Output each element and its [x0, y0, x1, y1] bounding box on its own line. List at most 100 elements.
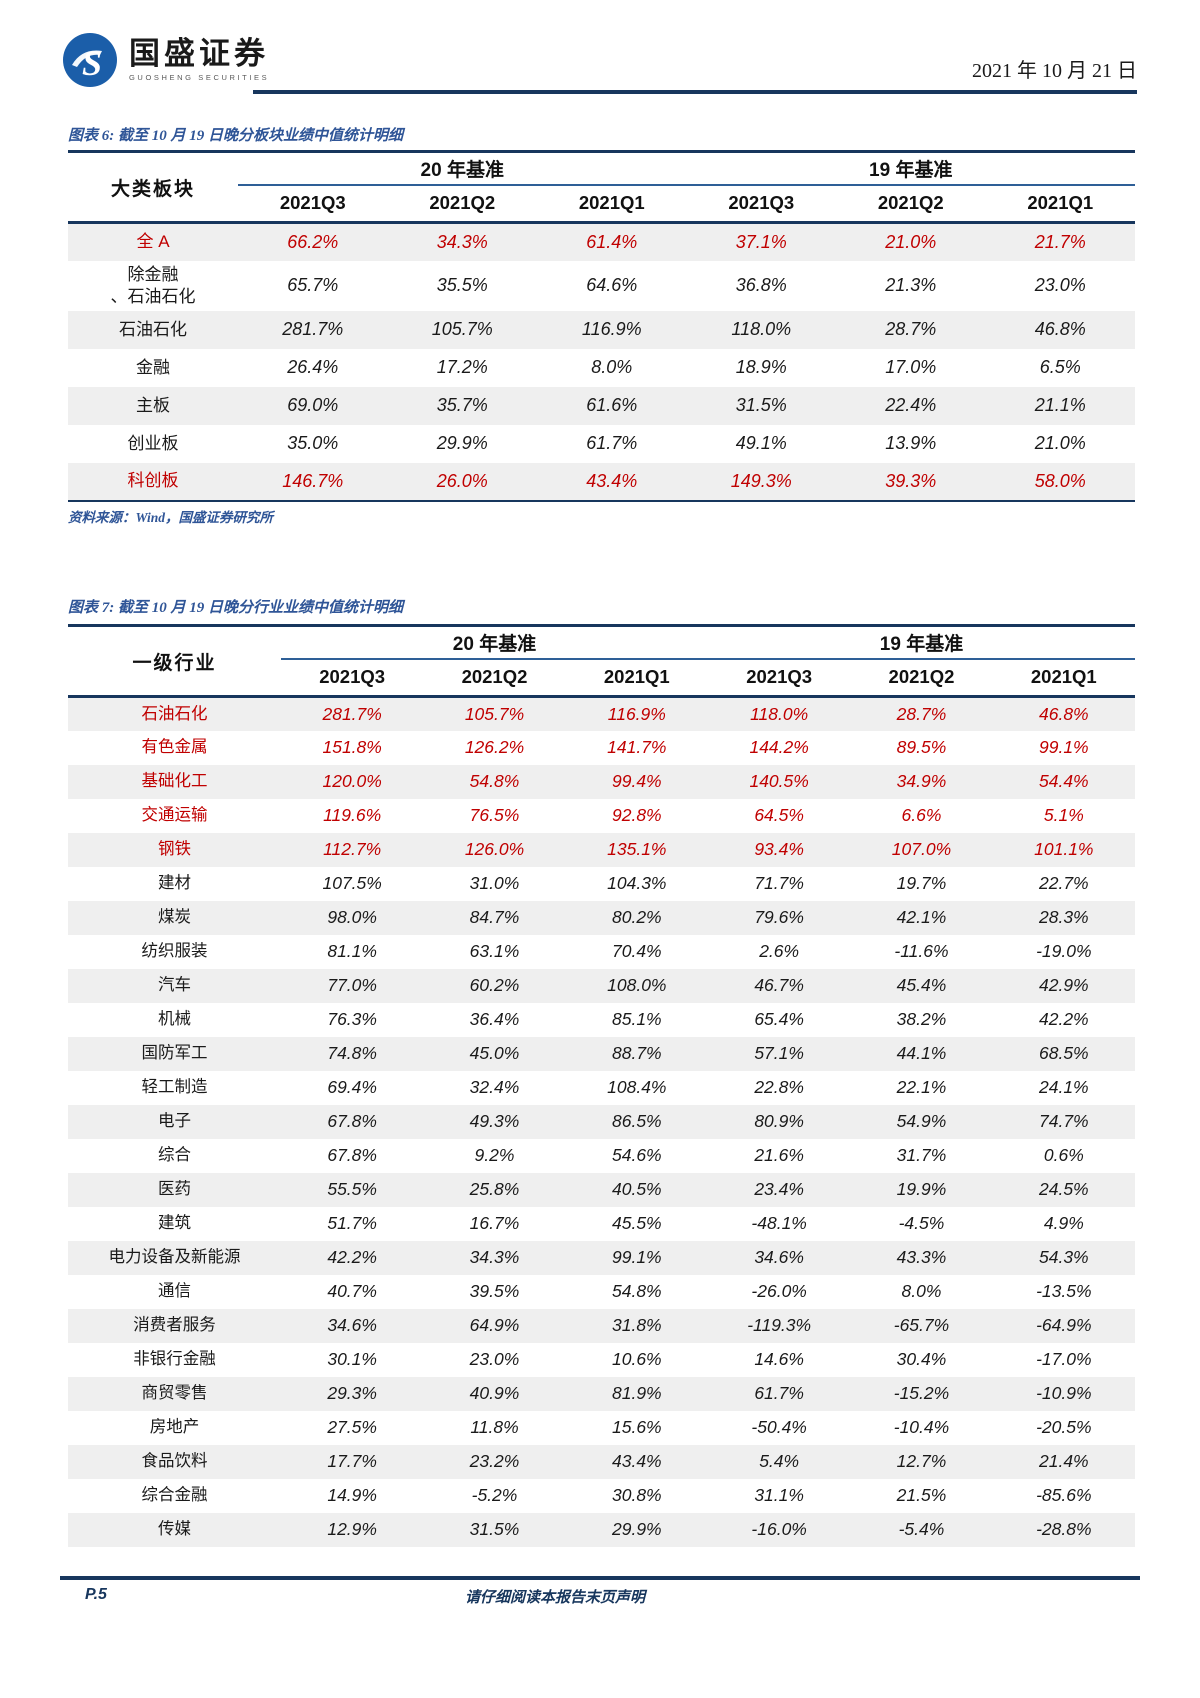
value-cell: 74.8% — [327, 1043, 377, 1063]
row-label: 房地产 — [149, 1417, 200, 1436]
value-cell: 32.4% — [469, 1077, 520, 1097]
value-cell: -65.7% — [893, 1315, 950, 1335]
value-cell: 54.3% — [1039, 1247, 1089, 1267]
value-cell: 51.7% — [327, 1213, 377, 1233]
table-row: 煤炭 98.0% 84.7% 80.2% 79.6% 42.1% 28.3% — [68, 900, 1135, 935]
group-header-cell: 20 年基准 — [281, 625, 708, 660]
value-cell: 146.7% — [238, 462, 388, 502]
value-cell: -20.5% — [1036, 1417, 1092, 1437]
row-label: 消费者服务 — [133, 1315, 216, 1334]
table-row: 医药 55.5% 25.8% 40.5% 23.4% 19.9% 24.5% — [68, 1172, 1135, 1207]
value-cell: 61.7% — [586, 433, 638, 454]
value-cell: 54.8% — [612, 1281, 662, 1301]
table-row: 主板 69.0% 35.7% 61.6% 31.5% 22.4% 21.1% — [68, 386, 1135, 425]
value-cell: 79.6% — [754, 907, 804, 927]
value-cell: 14.9% — [327, 1485, 377, 1505]
value-cell: 23.4% — [754, 1179, 804, 1199]
value-cell: 43.4% — [537, 462, 687, 502]
value-cell: 23.2% — [469, 1451, 520, 1471]
value-cell: 107.0% — [891, 839, 952, 859]
value-cell: 30.8% — [612, 1485, 662, 1505]
value-cell: 105.7% — [464, 703, 525, 724]
group-header-cell: 19 年基准 — [707, 625, 1135, 660]
value-cell: 8.0% — [591, 357, 633, 378]
value-cell: 21.1% — [1034, 395, 1086, 416]
value-cell: 281.7% — [282, 319, 344, 340]
value-cell: 61.7% — [754, 1383, 804, 1403]
value-cell: 67.8% — [327, 1145, 377, 1165]
value-cell: 61.6% — [586, 395, 638, 416]
value-cell: 40.7% — [327, 1281, 377, 1301]
table-row: 通信 40.7% 39.5% 54.8% -26.0% 8.0% -13.5% — [68, 1275, 1135, 1309]
column-header-cell: 2021Q2 — [423, 658, 566, 698]
value-cell: 10.6% — [612, 1349, 662, 1369]
value-cell: 49.3% — [469, 1111, 520, 1131]
value-cell: -15.2% — [893, 1383, 950, 1403]
value-cell: 28.7% — [896, 703, 947, 724]
value-cell: 63.1% — [469, 941, 520, 961]
value-cell: 22.7% — [1039, 873, 1089, 893]
row-label: 电子 — [158, 1111, 191, 1130]
value-cell: 43.3% — [896, 1247, 947, 1267]
row-label: 综合金融 — [141, 1485, 208, 1504]
table-row: 建材 107.5% 31.0% 104.3% 71.7% 19.7% 22.7% — [68, 867, 1135, 901]
table-row: 电力设备及新能源 42.2% 34.3% 99.1% 34.6% 43.3% 54.3% — [68, 1240, 1135, 1275]
guosheng-logo-icon: S — [63, 33, 117, 87]
value-cell: 54.8% — [469, 771, 520, 791]
value-cell: 21.0% — [885, 231, 937, 252]
value-cell: 42.2% — [327, 1247, 377, 1267]
value-cell: 29.9% — [436, 433, 488, 454]
table-body: 全 A 66.2% 34.3% 61.4% 37.1% 21.0% 21.7% 除金融 、石油… — [68, 222, 1135, 502]
value-cell: -85.6% — [1036, 1485, 1092, 1505]
value-cell: 40.9% — [469, 1383, 520, 1403]
value-cell: 30.4% — [896, 1349, 947, 1369]
table-row: 纺织服装 81.1% 63.1% 70.4% 2.6% -11.6% -19.0% — [68, 935, 1135, 969]
value-cell: 46.8% — [1034, 319, 1086, 340]
value-cell: -4.5% — [898, 1213, 945, 1233]
table-row: 机械 76.3% 36.4% 85.1% 65.4% 38.2% 42.2% — [68, 1003, 1135, 1037]
value-cell: 39.5% — [469, 1281, 520, 1301]
table-row: 食品饮料 17.7% 23.2% 43.4% 5.4% 12.7% 21.4% — [68, 1444, 1135, 1479]
table-row: 金融 26.4% 17.2% 8.0% 18.9% 17.0% 6.5% — [68, 349, 1135, 387]
value-cell: 58.0% — [985, 462, 1135, 502]
value-cell: 81.1% — [327, 941, 377, 961]
value-cell: 144.2% — [749, 737, 809, 757]
value-cell: 31.7% — [896, 1145, 947, 1165]
value-cell: 49.1% — [735, 433, 787, 454]
row-label: 电力设备及新能源 — [108, 1247, 241, 1266]
value-cell: 55.5% — [327, 1179, 377, 1199]
value-cell: 34.6% — [754, 1247, 804, 1267]
value-cell: 74.7% — [1039, 1111, 1089, 1131]
value-cell: 126.0% — [464, 839, 525, 859]
value-cell: 21.5% — [896, 1485, 947, 1505]
column-header-cell: 2021Q1 — [565, 658, 708, 698]
svg-text:S: S — [82, 43, 102, 83]
row-label: 交通运输 — [141, 805, 208, 824]
value-cell: 99.4% — [612, 771, 662, 791]
value-cell: 21.6% — [754, 1145, 804, 1165]
value-cell: 60.2% — [469, 975, 520, 995]
header-divider — [253, 90, 1137, 94]
figure7-title: 图表 7: 截至 10 月 19 日晚分行业业绩中值统计明细 — [68, 600, 403, 616]
value-cell: 84.7% — [469, 907, 520, 927]
value-cell: -10.4% — [893, 1417, 950, 1437]
value-cell: 120.0% — [322, 771, 382, 791]
row-label: 机械 — [158, 1009, 191, 1028]
value-cell: 101.1% — [1034, 839, 1094, 859]
value-cell: 81.9% — [612, 1383, 662, 1403]
value-cell: -10.9% — [1036, 1383, 1092, 1403]
table-row: 国防军工 74.8% 45.0% 88.7% 57.1% 44.1% 68.5% — [68, 1036, 1135, 1071]
value-cell: 34.6% — [327, 1315, 377, 1335]
value-cell: 8.0% — [901, 1281, 942, 1301]
table-row: 创业板 35.0% 29.9% 61.7% 49.1% 13.9% 21.0% — [68, 425, 1135, 463]
page-number: P.5 — [85, 1586, 107, 1603]
value-cell: 119.6% — [323, 805, 382, 825]
column-header-cell: 2021Q3 — [707, 658, 851, 698]
row-label: 轻工制造 — [141, 1077, 208, 1096]
row-label: 金融 — [136, 357, 170, 377]
row-label: 全 A — [136, 232, 170, 252]
report-date: 2021 年 10 月 21 日 — [972, 60, 1137, 82]
table-row: 交通运输 119.6% 76.5% 92.8% 64.5% 6.6% 5.1% — [68, 799, 1135, 833]
figure7-table: 一级行业 20 年基准 19 年基准 2021Q3 2021Q2 2021Q1 … — [68, 624, 1135, 1547]
